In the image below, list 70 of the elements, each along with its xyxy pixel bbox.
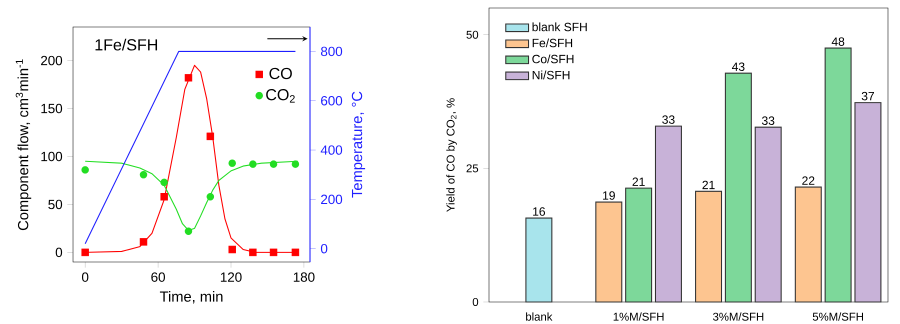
bar — [625, 188, 652, 303]
point — [140, 170, 148, 178]
point — [270, 248, 278, 256]
bar — [724, 72, 752, 303]
bar — [754, 126, 782, 303]
x-tick-label: 180 — [294, 272, 315, 282]
point — [81, 248, 89, 256]
x-tick-label: 60 — [151, 272, 165, 282]
point — [292, 248, 300, 256]
bar — [595, 202, 622, 303]
data-label: 21 — [702, 180, 715, 190]
annotation: 1Fe/SFH — [96, 38, 158, 50]
data-label: 37 — [862, 92, 874, 100]
y-axis-title: Yield of CO by CO$_{2}$, % — [446, 98, 457, 212]
y-tick-label: 100 — [41, 152, 62, 162]
data-label: 43 — [732, 62, 745, 71]
y-tick-label: 0 — [472, 298, 478, 306]
y2-axis-title: Temperature, °C — [352, 92, 366, 198]
y-tick-label: 200 — [41, 56, 62, 66]
data-label: 16 — [533, 207, 546, 216]
point — [206, 193, 214, 200]
point — [160, 193, 168, 200]
y-tick-label: 25 — [466, 164, 478, 172]
bar — [695, 190, 722, 303]
point — [228, 159, 236, 167]
point — [206, 132, 214, 140]
bar — [794, 186, 822, 303]
x-tick-label: 3%M/SFH — [712, 312, 764, 321]
point — [292, 160, 300, 168]
point — [184, 74, 192, 82]
legend-label: CO — [269, 68, 292, 80]
data-label: 21 — [632, 177, 645, 186]
bar — [654, 126, 682, 303]
y2-tick-label: 400 — [320, 145, 342, 155]
data-label: 33 — [662, 115, 675, 124]
x-tick-label: 1%M/SFH — [614, 312, 664, 321]
x-axis-title: Time, min — [160, 290, 222, 304]
y-tick-label: 50 — [48, 200, 62, 210]
y2-tick-label: 0 — [320, 244, 328, 254]
x-tick-label: 120 — [220, 272, 242, 282]
data-label: 48 — [832, 37, 844, 46]
data-label: 33 — [762, 116, 774, 125]
y2-tick-label: 200 — [321, 194, 342, 204]
x-tick-label: 5%M/SFH — [812, 312, 864, 321]
point — [249, 248, 257, 256]
point — [140, 238, 148, 246]
legend-label: CO$_{2}$ — [266, 89, 295, 103]
y-tick-label: 50 — [466, 30, 478, 39]
point — [160, 178, 168, 186]
y-axis-title: Component flow, cm$^{3}$min$^{-1}$ — [16, 59, 32, 230]
y-tick-label: 0 — [56, 248, 62, 258]
legend-label: Co/SFH — [532, 54, 574, 64]
point — [81, 166, 89, 174]
legend-label: Ni/SFH — [532, 70, 570, 80]
y2-tick-label: 600 — [321, 96, 342, 106]
bar — [824, 48, 852, 303]
bar — [525, 218, 552, 303]
y2-tick-label: 800 — [320, 46, 342, 56]
point — [228, 246, 236, 254]
point — [184, 228, 192, 236]
point — [270, 160, 278, 168]
x-tick-label: blank — [526, 312, 552, 321]
legend-label: blank SFH — [532, 22, 587, 32]
y-tick-label: 150 — [41, 104, 62, 114]
legend-label: Fe/SFH — [532, 38, 572, 48]
x-tick-label: 0 — [82, 272, 88, 282]
point — [249, 160, 257, 168]
data-label: 22 — [802, 176, 814, 185]
bar — [854, 102, 882, 303]
data-label: 19 — [603, 191, 615, 200]
